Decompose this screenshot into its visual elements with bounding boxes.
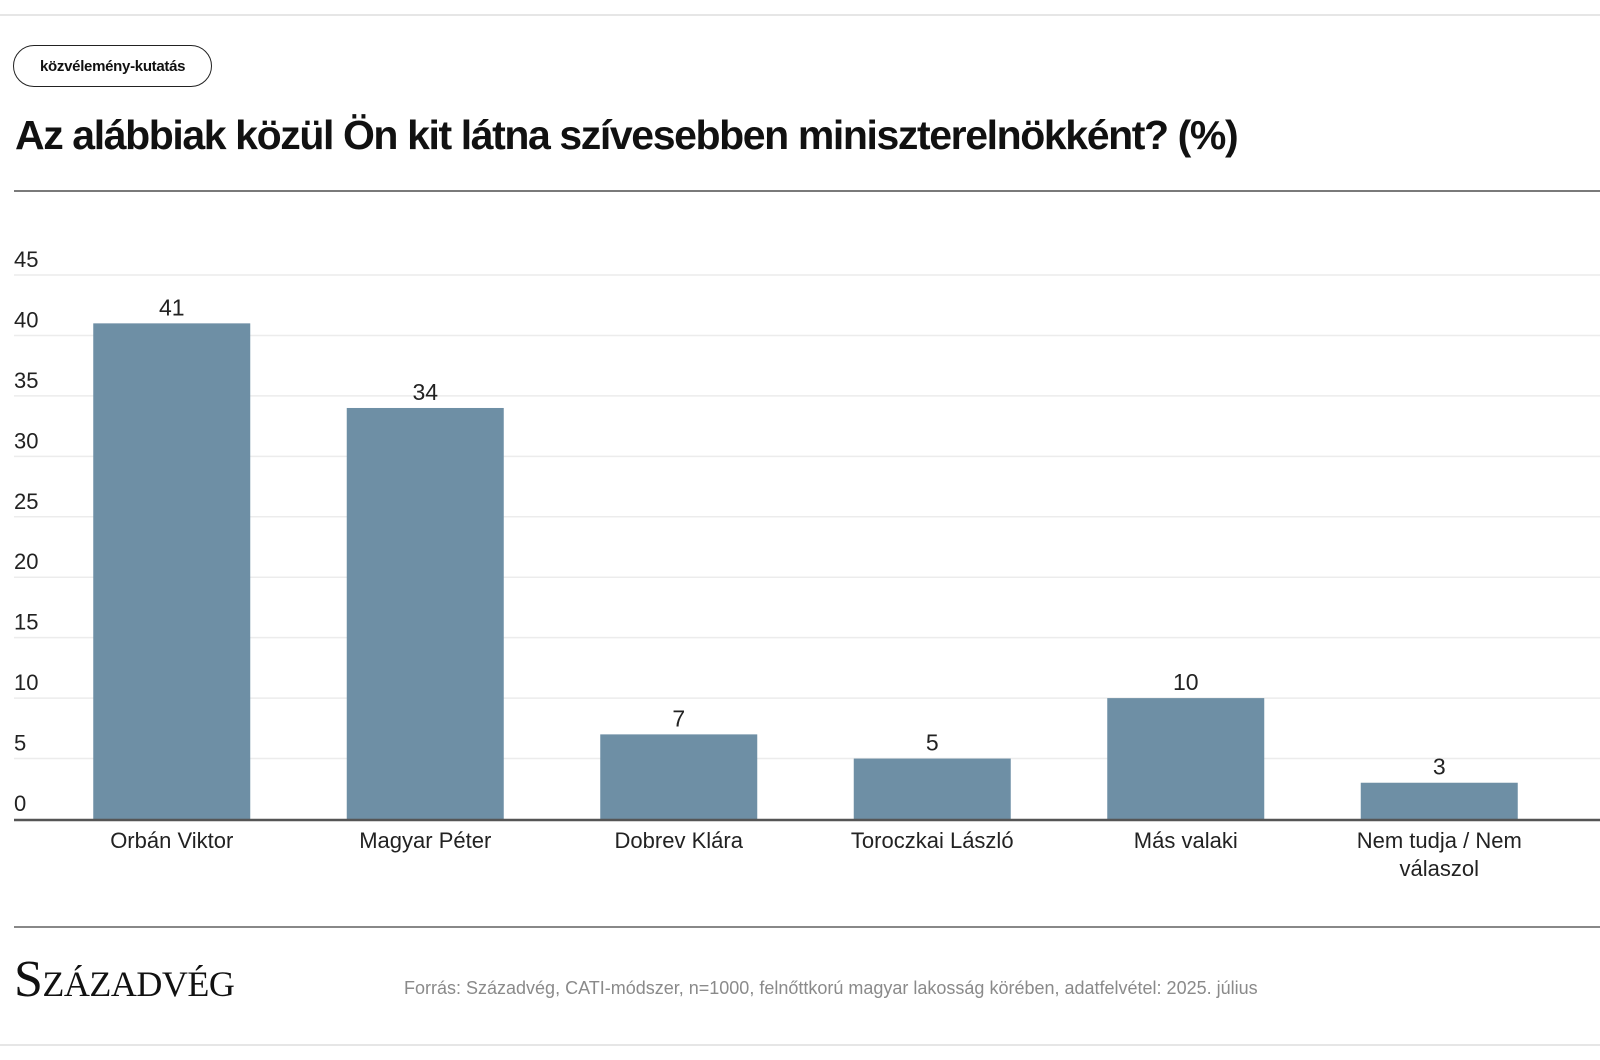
y-tick-label: 40 <box>14 307 38 332</box>
data-label: 5 <box>926 730 939 756</box>
x-tick-label: Nem tudja / Nem <box>1357 828 1522 853</box>
x-tick-label: Dobrev Klára <box>615 828 744 853</box>
category-tag[interactable]: közvélemény-kutatás <box>13 45 213 87</box>
data-label: 7 <box>672 705 685 731</box>
footer-divider <box>14 926 1600 928</box>
data-label: 41 <box>159 294 185 320</box>
bar <box>93 323 251 819</box>
data-label: 10 <box>1173 669 1199 695</box>
x-tick-label: Magyar Péter <box>359 828 491 853</box>
bar <box>346 407 504 819</box>
header-divider <box>14 190 1600 192</box>
y-tick-label: 0 <box>14 791 26 816</box>
szazadveg-logo: Századvég <box>14 951 235 1008</box>
y-tick-label: 5 <box>14 731 26 756</box>
y-tick-label: 30 <box>14 428 38 453</box>
bar <box>600 734 758 819</box>
x-tick-label: Orbán Viktor <box>110 828 233 853</box>
y-tick-label: 15 <box>14 610 38 635</box>
y-tick-label: 35 <box>14 368 38 393</box>
bar <box>1360 782 1518 819</box>
bar <box>853 758 1011 819</box>
data-label: 3 <box>1433 754 1446 780</box>
y-tick-label: 25 <box>14 489 38 514</box>
x-tick-label: Más valaki <box>1134 828 1238 853</box>
y-tick-label: 20 <box>14 549 38 574</box>
data-label: 34 <box>412 379 438 405</box>
chart-title: Az alábbiak közül Ön kit látna szívesebb… <box>15 112 1239 158</box>
x-tick-label: válaszol <box>1400 856 1479 881</box>
chart-card <box>0 14 1600 1046</box>
bar <box>1107 698 1265 819</box>
category-tag-label: közvélemény-kutatás <box>40 57 186 75</box>
y-tick-label: 10 <box>14 670 38 695</box>
source-note: Forrás: Századvég, CATI-módszer, n=1000,… <box>404 978 1258 998</box>
y-tick-label: 45 <box>14 247 38 272</box>
x-tick-label: Toroczkai László <box>851 828 1014 853</box>
